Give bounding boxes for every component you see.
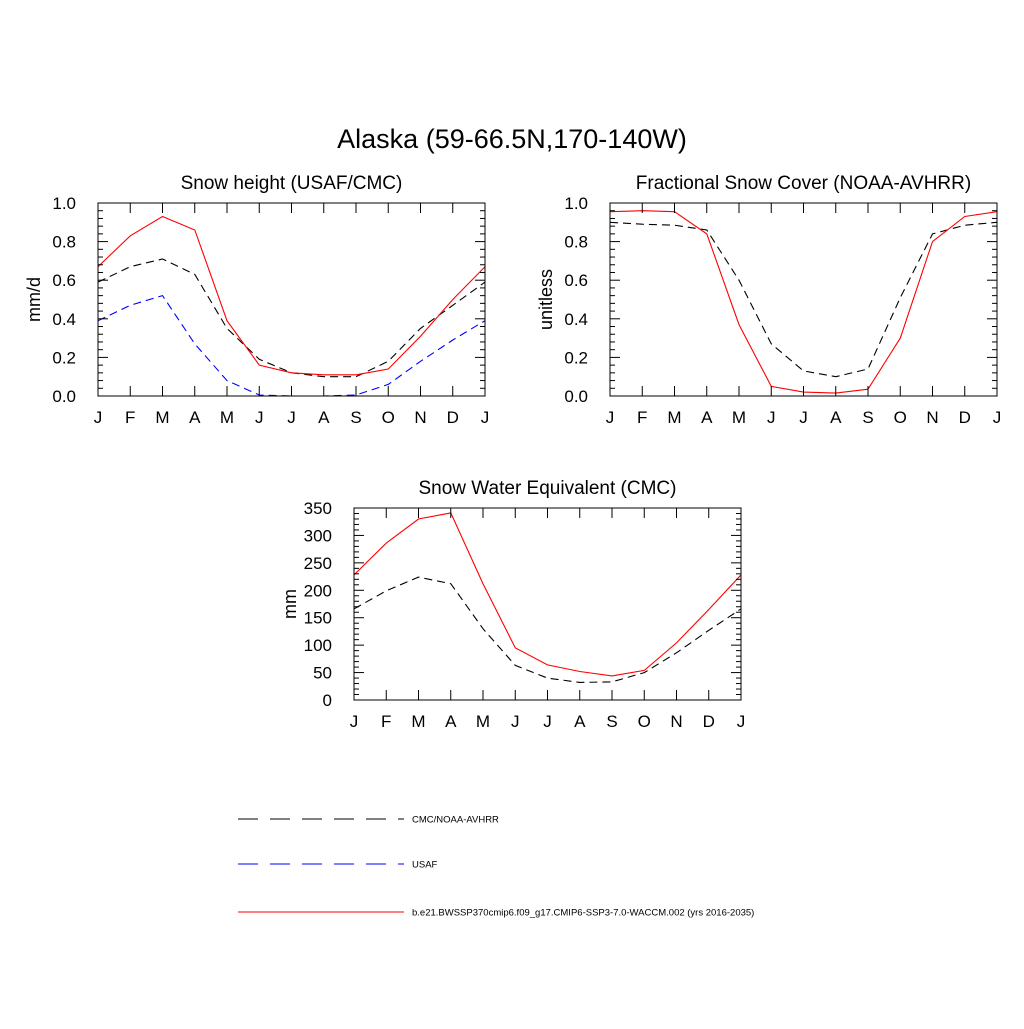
- x-tick-label: S: [606, 712, 617, 731]
- series-line-2: [610, 210, 997, 394]
- y-tick-label: 0.2: [564, 348, 588, 367]
- x-tick-label: A: [445, 712, 457, 731]
- y-axis-label: unitless: [536, 269, 556, 330]
- y-tick-label: 250: [304, 554, 332, 573]
- x-tick-label: J: [799, 408, 808, 427]
- chart-panel-1: Snow height (USAF/CMC)mm/dJ F M A M J J A S O N D J0…: [24, 173, 489, 427]
- x-tick-label: J: [543, 712, 552, 731]
- x-tick-label: N: [414, 408, 426, 427]
- y-tick-label: 300: [304, 526, 332, 545]
- x-tick-label: F: [125, 408, 135, 427]
- plot-frame: [609, 202, 998, 397]
- y-axis-label: mm: [280, 589, 300, 619]
- x-tick-label: M: [411, 712, 425, 731]
- y-tick-label: 0.4: [564, 310, 588, 329]
- x-tick-label: J: [511, 712, 520, 731]
- series-line-1: [98, 258, 485, 378]
- x-tick-label: J: [606, 408, 615, 427]
- x-tick-label: F: [381, 712, 391, 731]
- x-tick-label: D: [447, 408, 459, 427]
- x-tick-label: N: [670, 712, 682, 731]
- x-tick-label: O: [894, 408, 907, 427]
- x-tick-label: M: [476, 712, 490, 731]
- y-tick-label: 0.0: [564, 387, 588, 406]
- panel-title: Snow Water Equivalent (CMC): [419, 478, 677, 499]
- panel-title: Fractional Snow Cover (NOAA-AVHRR): [636, 173, 971, 194]
- plot-frame: [353, 507, 742, 701]
- y-tick-label: 50: [313, 664, 332, 683]
- x-tick-label: A: [701, 408, 713, 427]
- legend-label-2: USAF: [412, 860, 438, 871]
- x-tick-label: A: [318, 408, 330, 427]
- x-tick-label: J: [993, 408, 1002, 427]
- y-tick-label: 1.0: [564, 194, 588, 213]
- y-tick-label: 0.8: [564, 233, 588, 252]
- x-tick-label: J: [255, 408, 264, 427]
- series-group: [98, 215, 485, 396]
- x-tick-label: J: [287, 408, 296, 427]
- y-tick-label: 0.2: [52, 348, 76, 367]
- panel-title: Snow height (USAF/CMC): [181, 173, 403, 194]
- x-tick-label: A: [189, 408, 201, 427]
- x-tick-label: S: [862, 408, 873, 427]
- x-tick-label: M: [732, 408, 746, 427]
- figure-title: Alaska (59-66.5N,170-140W): [337, 124, 687, 154]
- y-tick-label: 0: [323, 691, 332, 710]
- x-tick-label: S: [350, 408, 361, 427]
- series-line-3: [98, 215, 485, 376]
- y-tick-label: 1.0: [52, 194, 76, 213]
- x-tick-label: A: [830, 408, 842, 427]
- legend-label-1: CMC/NOAA-AVHRR: [412, 815, 499, 826]
- series-line-2: [98, 294, 485, 396]
- series-group: [354, 512, 741, 683]
- y-tick-label: 350: [304, 499, 332, 518]
- x-tick-label: M: [667, 408, 681, 427]
- y-tick-label: 100: [304, 636, 332, 655]
- x-tick-label: D: [703, 712, 715, 731]
- x-tick-label: M: [155, 408, 169, 427]
- series-group: [610, 210, 997, 394]
- chart-panel-2: Fractional Snow Cover (NOAA-AVHRR) unitle…: [536, 173, 1001, 427]
- series-line-1: [610, 221, 997, 378]
- y-tick-label: 200: [304, 581, 332, 600]
- x-tick-label: J: [737, 712, 746, 731]
- x-tick-label: D: [959, 408, 971, 427]
- legend-label-3: b.e21.BWSSP370cmip6.f09_g17.CMIP6-SSP3-7…: [412, 908, 754, 919]
- y-tick-label: 0.8: [52, 233, 76, 252]
- x-tick-label: J: [350, 712, 359, 731]
- x-tick-label: N: [926, 408, 938, 427]
- y-tick-label: 0.0: [52, 387, 76, 406]
- x-tick-label: J: [94, 408, 103, 427]
- y-tick-label: 0.6: [564, 271, 588, 290]
- y-tick-label: 150: [304, 609, 332, 628]
- y-tick-label: 0.6: [52, 271, 76, 290]
- x-tick-label: J: [767, 408, 776, 427]
- x-tick-label: O: [382, 408, 395, 427]
- y-tick-label: 0.4: [52, 310, 76, 329]
- series-line-2: [354, 512, 741, 677]
- x-tick-label: M: [220, 408, 234, 427]
- plot-frame: [97, 202, 486, 397]
- y-axis-label: mm/d: [24, 277, 44, 322]
- panels: Snow height (USAF/CMC)mm/dJ F M A M J J A S O N D J0…: [24, 173, 1001, 731]
- x-tick-label: O: [638, 712, 651, 731]
- x-tick-label: F: [637, 408, 647, 427]
- series-line-1: [354, 576, 741, 683]
- x-tick-label: J: [481, 408, 490, 427]
- x-tick-label: A: [574, 712, 586, 731]
- chart-panel-3: Snow Water Equivalent (CMC)mmJ F M A M J J A S O N…: [280, 478, 745, 731]
- legend: CMC/NOAA-AVHRR USAF b.e21.BWSSP370cmip6.f0…: [238, 815, 754, 919]
